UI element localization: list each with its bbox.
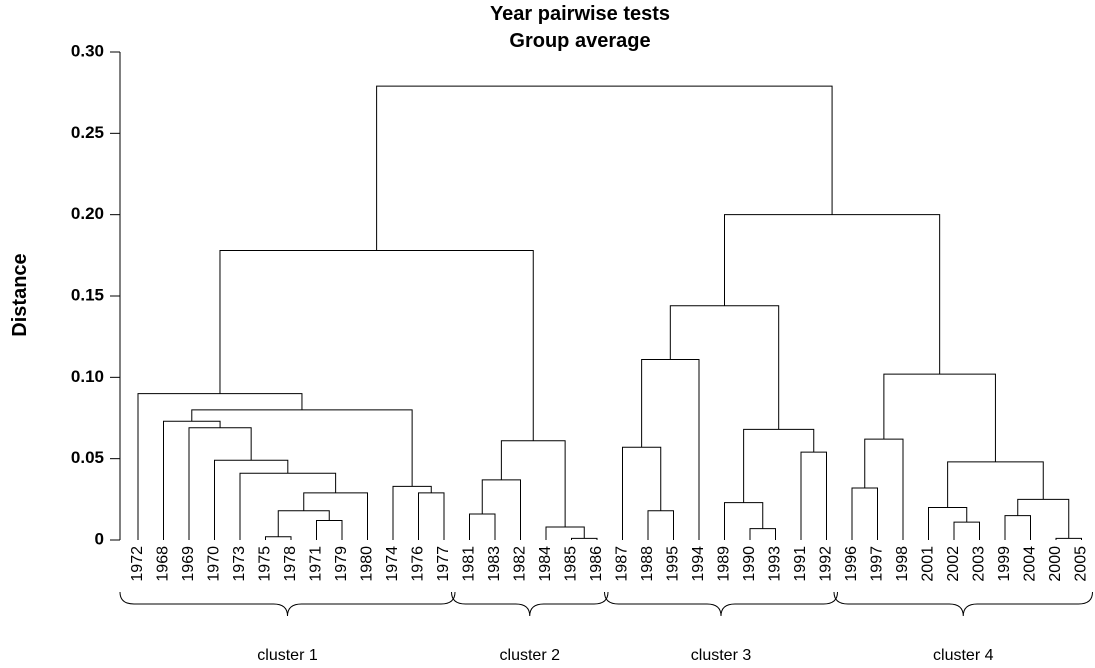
leaf-label: 1985 <box>563 546 580 582</box>
leaf-label: 2001 <box>920 546 937 582</box>
dendrogram-link <box>191 409 413 487</box>
dendrogram-link <box>188 427 252 540</box>
y-tick-label: 0.05 <box>71 448 104 467</box>
dendrogram-link <box>669 305 780 430</box>
y-axis-label: Distance <box>9 253 31 336</box>
leaf-label: 2002 <box>945 546 962 582</box>
leaf-label: 1994 <box>690 546 707 582</box>
dendrogram-link <box>647 510 674 540</box>
y-tick-label: 0.30 <box>71 41 104 60</box>
leaf-label: 2004 <box>1022 546 1039 582</box>
cluster-label: cluster 1 <box>257 647 318 664</box>
leaf-label: 1971 <box>308 546 325 582</box>
dendrogram-link <box>392 485 432 540</box>
dendrogram-link <box>137 393 303 540</box>
leaf-label: 1976 <box>410 546 427 582</box>
leaf-label: 2005 <box>1073 546 1090 582</box>
leaf-label: 1973 <box>231 546 248 582</box>
dendrogram-link <box>1017 498 1070 539</box>
dendrogram-link <box>724 214 941 375</box>
dendrogram-link <box>545 526 585 540</box>
leaf-label: 1986 <box>588 546 605 582</box>
leaf-label: 1974 <box>384 546 401 582</box>
leaf-label: 1996 <box>843 546 860 582</box>
leaf-label: 1968 <box>155 546 172 582</box>
dendrogram-link <box>163 420 221 540</box>
y-tick-label: 0.15 <box>71 285 104 304</box>
leaf-label: 1998 <box>894 546 911 582</box>
cluster-brace <box>451 591 609 617</box>
dendrogram-link <box>724 502 764 540</box>
dendrogram-link <box>418 492 445 540</box>
leaf-label: 1984 <box>537 546 554 582</box>
cluster-label: cluster 3 <box>691 647 752 664</box>
leaf-label: 1989 <box>716 546 733 582</box>
leaf-label: 1997 <box>869 546 886 582</box>
leaf-label: 1975 <box>257 546 274 582</box>
leaf-label: 1999 <box>996 546 1013 582</box>
y-tick-label: 0.20 <box>71 204 104 223</box>
y-tick-label: 0.10 <box>71 367 104 386</box>
dendrogram-link <box>851 487 878 540</box>
dendrogram-link <box>469 513 496 540</box>
dendrogram-link <box>800 451 827 540</box>
leaf-label: 2003 <box>971 546 988 582</box>
y-tick-label: 0.25 <box>71 123 104 142</box>
leaf-label: 1992 <box>818 546 835 582</box>
dendrogram-link <box>571 537 598 540</box>
leaf-label: 1990 <box>741 546 758 582</box>
leaf-label: 1972 <box>129 546 146 582</box>
dendrogram-link <box>500 440 566 527</box>
cluster-label: cluster 4 <box>933 647 994 664</box>
dendrogram-link <box>622 446 662 540</box>
dendrogram-link <box>1055 537 1082 540</box>
leaf-label: 1979 <box>333 546 350 582</box>
dendrogram-link <box>749 528 776 540</box>
y-tick-label: 0 <box>95 529 104 548</box>
leaf-label: 1991 <box>792 546 809 582</box>
dendrogram-link <box>277 510 330 537</box>
dendrogram-link <box>376 85 833 251</box>
chart-subtitle: Group average <box>509 30 650 52</box>
dendrogram-link <box>1004 515 1031 540</box>
leaf-label: 1983 <box>486 546 503 582</box>
dendrogram-link <box>947 461 1044 508</box>
dendrogram-link <box>743 428 815 503</box>
dendrogram-link <box>953 521 980 540</box>
leaf-label: 1969 <box>180 546 197 582</box>
dendrogram-link <box>239 472 337 540</box>
leaf-label: 1993 <box>767 546 784 582</box>
cluster-brace <box>604 591 838 617</box>
leaf-label: 1980 <box>359 546 376 582</box>
cluster-brace <box>833 591 1093 617</box>
dendrogram-link <box>303 492 368 540</box>
dendrogram-link <box>214 459 289 540</box>
dendrogram-link <box>481 479 521 540</box>
chart-title: Year pairwise tests <box>490 3 670 25</box>
leaf-label: 1982 <box>512 546 529 582</box>
dendrogram-link <box>928 506 968 540</box>
cluster-label: cluster 2 <box>500 647 561 664</box>
leaf-label: 1981 <box>461 546 478 582</box>
cluster-brace <box>119 591 456 617</box>
leaf-label: 1978 <box>282 546 299 582</box>
dendrogram-link <box>883 373 996 462</box>
leaf-label: 1987 <box>614 546 631 582</box>
leaf-label: 1970 <box>206 546 223 582</box>
dendrogram-link <box>864 438 904 540</box>
leaf-label: 1988 <box>639 546 656 582</box>
dendrogram-link <box>641 358 700 540</box>
leaf-label: 1977 <box>435 546 452 582</box>
leaf-label: 2000 <box>1047 546 1064 582</box>
leaf-label: 1995 <box>665 546 682 582</box>
dendrogram-link <box>219 249 534 441</box>
dendrogram-link <box>316 519 343 540</box>
dendrogram-link <box>265 536 292 540</box>
